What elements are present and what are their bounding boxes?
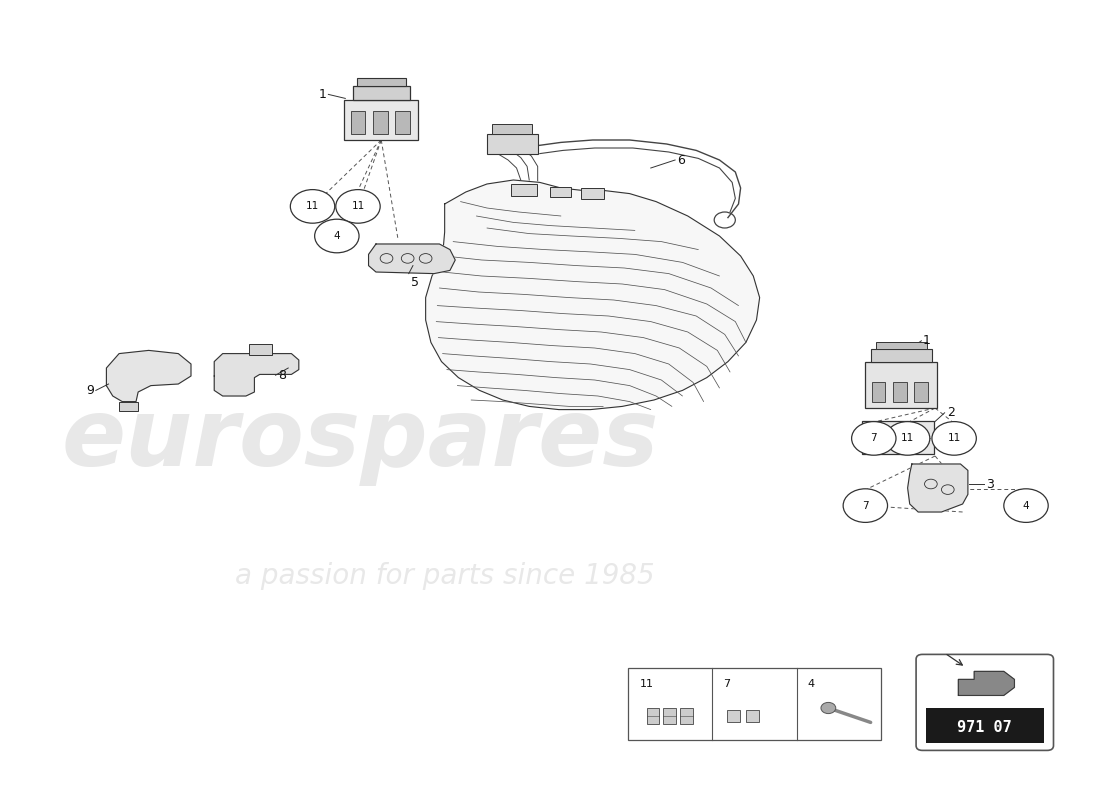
Bar: [581, 188, 604, 198]
Bar: [925, 708, 1044, 743]
Circle shape: [851, 422, 896, 455]
Text: 2: 2: [947, 406, 955, 419]
Bar: [871, 382, 886, 402]
Text: eurospares: eurospares: [62, 394, 659, 486]
Bar: [353, 86, 410, 100]
Circle shape: [886, 422, 929, 455]
Circle shape: [932, 422, 977, 455]
Bar: [395, 111, 410, 134]
Text: 11: 11: [306, 202, 319, 211]
Circle shape: [1004, 489, 1048, 522]
Bar: [627, 668, 881, 740]
Text: 4: 4: [1023, 501, 1030, 510]
Bar: [344, 100, 418, 140]
Text: 1: 1: [318, 88, 327, 101]
Text: 8: 8: [277, 369, 286, 382]
Text: 11: 11: [947, 434, 960, 443]
Circle shape: [290, 190, 334, 223]
Polygon shape: [214, 354, 299, 396]
Text: 5: 5: [410, 276, 419, 289]
Text: 4: 4: [807, 679, 814, 690]
Bar: [870, 349, 932, 362]
Bar: [663, 708, 676, 724]
Text: 971 07: 971 07: [957, 720, 1012, 735]
Text: 7: 7: [723, 679, 729, 690]
Bar: [373, 111, 387, 134]
Circle shape: [315, 219, 359, 253]
Text: 11: 11: [901, 434, 914, 443]
Circle shape: [821, 702, 836, 714]
Bar: [119, 402, 139, 411]
Bar: [510, 184, 537, 196]
Circle shape: [336, 190, 381, 223]
Polygon shape: [368, 244, 455, 274]
Text: 4: 4: [333, 231, 340, 241]
Polygon shape: [426, 180, 760, 410]
Bar: [876, 342, 926, 349]
Text: 9: 9: [86, 384, 94, 397]
Text: 6: 6: [678, 154, 685, 166]
Polygon shape: [908, 464, 968, 512]
Text: 11: 11: [351, 202, 364, 211]
Bar: [727, 710, 739, 722]
Polygon shape: [107, 350, 191, 402]
Bar: [550, 187, 572, 197]
Bar: [746, 710, 759, 722]
Text: a passion for parts since 1985: a passion for parts since 1985: [234, 562, 654, 590]
Bar: [647, 708, 659, 724]
Text: 7: 7: [870, 434, 877, 443]
Text: 1: 1: [923, 334, 931, 347]
Text: 3: 3: [986, 478, 993, 490]
Bar: [351, 111, 365, 134]
Bar: [249, 344, 273, 355]
Bar: [487, 134, 538, 154]
Bar: [893, 382, 906, 402]
Bar: [862, 421, 934, 454]
Bar: [866, 362, 937, 408]
Polygon shape: [958, 671, 1014, 695]
Circle shape: [843, 489, 888, 522]
Text: 7: 7: [862, 501, 869, 510]
Bar: [914, 382, 927, 402]
Bar: [681, 708, 693, 724]
FancyBboxPatch shape: [916, 654, 1054, 750]
Bar: [356, 78, 406, 86]
Bar: [492, 124, 532, 134]
Text: 11: 11: [640, 679, 654, 690]
